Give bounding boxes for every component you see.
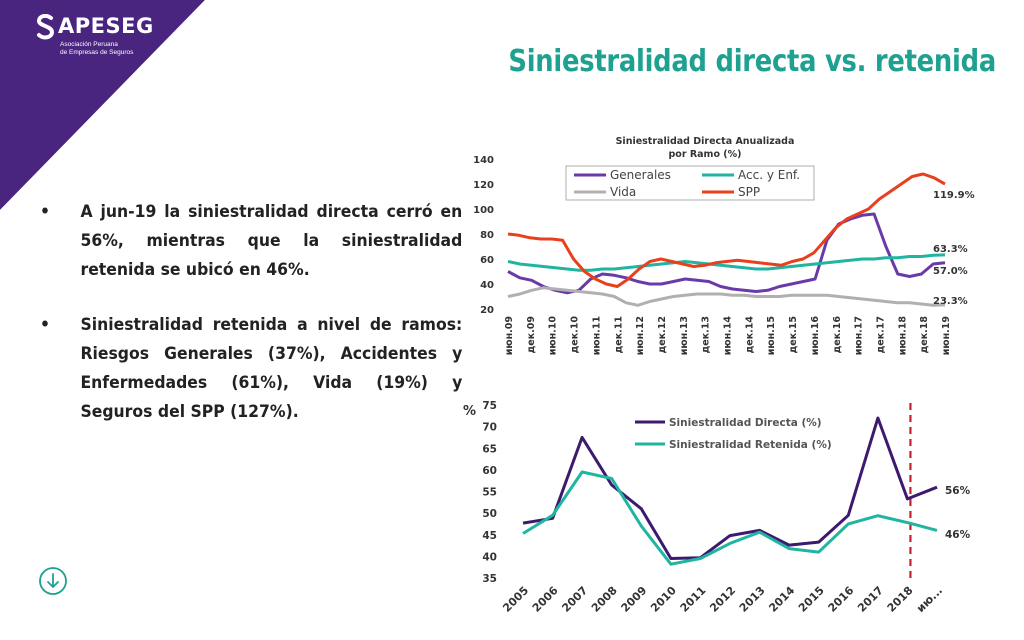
y-tick-label: 140 [473, 155, 494, 166]
series-line [507, 253, 946, 272]
end-value-label: 46% [945, 529, 971, 541]
chart1-title: Siniestralidad Directa Anualizada [616, 136, 795, 147]
bullet-item: Siniestralidad retenida a nivel de ramos… [40, 311, 462, 427]
x-tick-label: 2005 [500, 584, 531, 615]
x-tick-label: 2007 [559, 584, 590, 615]
apeseg-logo: APESEG Asociación Peruana de Empresas de… [36, 12, 196, 62]
y-tick-label: 40 [480, 280, 494, 291]
apeseg-logo-icon [36, 14, 55, 40]
y-tick-label: 80 [480, 230, 494, 241]
x-tick-label: дек.15 [788, 316, 799, 353]
x-tick-label: 2014 [766, 584, 797, 615]
x-tick-label: июн.12 [635, 316, 646, 355]
x-tick-label: дек.13 [701, 316, 712, 353]
y-tick-label: 65 [482, 443, 497, 455]
x-tick-label: ию... [914, 584, 945, 615]
logo-name: APESEG [58, 14, 154, 38]
x-tick-label: 2008 [589, 584, 620, 615]
chart-directa-vs-retenida: % 35 40 45 50 55 60 65 70 75 2005200620072008200… [463, 400, 971, 615]
legend-spp: SPP [738, 185, 760, 199]
x-tick-label: дек.17 [875, 316, 886, 353]
x-tick-label: июн.14 [723, 316, 734, 356]
y-tick-label: 60 [480, 255, 494, 266]
x-tick-label: 2013 [737, 584, 768, 615]
logo-subtitle: Asociación Peruana de Empresas de Seguro… [60, 41, 134, 56]
y-tick-label: 55 [482, 487, 497, 499]
series-line [507, 212, 946, 295]
x-tick-label: дек.16 [832, 316, 843, 354]
y-tick-label: 50 [482, 508, 497, 520]
scroll-down-button[interactable] [38, 566, 68, 596]
x-tick-label: 2011 [678, 584, 709, 615]
chart2-legend: Siniestralidad Directa (%) Siniestralida… [635, 417, 832, 451]
end-value-label: 63.3% [933, 244, 968, 255]
end-value-label: 119.9% [933, 190, 975, 201]
chart1-subtitle: por Ramo (%) [669, 149, 742, 160]
x-tick-label: июн.19 [941, 316, 952, 355]
x-tick-label: 2012 [707, 584, 738, 615]
series-line [522, 416, 938, 560]
series-line [507, 286, 946, 307]
end-value-label: 56% [945, 485, 971, 497]
series-line [507, 172, 946, 288]
y-tick-label: 40 [482, 551, 497, 563]
y-tick-label: 35 [482, 573, 497, 585]
x-tick-label: июн.11 [591, 316, 602, 355]
x-tick-label: июн.17 [854, 316, 865, 355]
legend-acc-enf: Acc. y Enf. [738, 168, 800, 182]
chart2-ylabel: % [463, 404, 476, 419]
x-tick-label: 2017 [855, 584, 886, 615]
x-tick-label: 2018 [885, 584, 916, 615]
x-tick-label: дек.09 [526, 316, 537, 353]
legend-directa: Siniestralidad Directa (%) [669, 417, 822, 429]
x-tick-label: июн.18 [897, 316, 908, 356]
end-value-label: 23.3% [933, 296, 968, 307]
y-tick-label: 120 [473, 180, 494, 191]
arrow-down-icon [47, 573, 59, 588]
y-tick-label: 60 [482, 465, 497, 477]
x-tick-label: дек.11 [613, 316, 624, 353]
x-tick-label: июн.10 [548, 316, 559, 356]
x-tick-label: июн.13 [679, 316, 690, 355]
x-tick-label: 2015 [796, 584, 827, 615]
corner-decoration [0, 0, 240, 220]
bullet-item: A jun-19 la siniestralidad directa cerró… [40, 198, 462, 285]
chart-directa-por-ramo: Siniestralidad Directa Anualizada por Ra… [473, 136, 975, 356]
y-tick-label: 75 [482, 400, 497, 412]
page-title: Siniestralidad directa vs. retenida [508, 44, 996, 79]
x-tick-label: дек.14 [744, 316, 755, 354]
x-tick-label: дек.18 [919, 316, 930, 354]
x-tick-label: июн.15 [766, 316, 777, 355]
y-tick-label: 100 [473, 205, 494, 216]
legend-vida: Vida [610, 185, 636, 199]
legend-retenida: Siniestralidad Retenida (%) [669, 439, 832, 451]
x-tick-label: 2010 [648, 584, 679, 615]
x-tick-label: 2009 [619, 584, 650, 615]
series-line [522, 470, 938, 566]
x-tick-label: июн.16 [810, 316, 821, 356]
y-tick-label: 45 [482, 530, 497, 542]
x-tick-label: 2006 [530, 584, 561, 615]
x-tick-label: дек.12 [657, 316, 668, 353]
chart1-legend: Generales Acc. y Enf. Vida SPP [565, 165, 815, 201]
legend-generales: Generales [610, 168, 671, 182]
bullet-list: A jun-19 la siniestralidad directa cerró… [40, 198, 462, 453]
y-tick-label: 70 [482, 422, 497, 434]
end-value-label: 57.0% [933, 266, 968, 277]
x-tick-label: 2016 [826, 584, 857, 615]
y-tick-label: 20 [480, 305, 494, 316]
x-tick-label: дек.10 [570, 316, 581, 354]
x-tick-label: июн.09 [504, 316, 515, 355]
